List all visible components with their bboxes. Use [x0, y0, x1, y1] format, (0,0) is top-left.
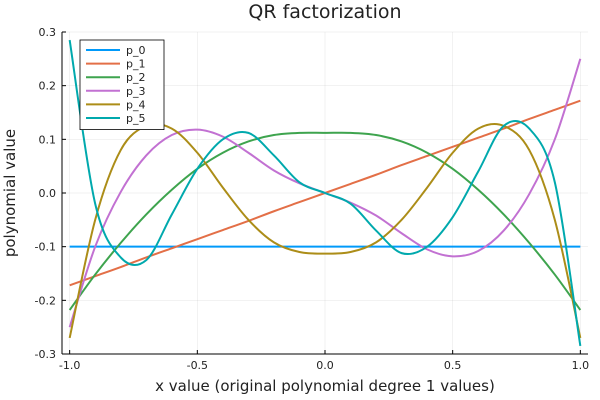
y-tick-label: -0.1 — [35, 241, 56, 254]
series-line-p-2 — [68, 131, 582, 311]
y-tick-label: 0.2 — [39, 80, 57, 93]
ticks: -1.0 -0.5 0.0 0.5 1.0 -0.3 -0.2 -0.1 0.0 0.1 0.2 0.… — [35, 26, 590, 372]
y-tick-label: -0.3 — [35, 348, 56, 361]
legend-label: p_1 — [126, 58, 145, 71]
x-tick-label: 0.0 — [316, 359, 334, 372]
legend-box — [79, 39, 165, 130]
legend-label: p_3 — [126, 85, 145, 98]
legend: p_0p_1p_2p_3p_4p_5 — [79, 39, 165, 130]
y-axis-label: polynomial value — [1, 129, 19, 257]
axes — [61, 32, 588, 355]
legend-label: p_0 — [126, 44, 145, 57]
y-tick-label: 0.1 — [39, 133, 57, 146]
legend-label: p_4 — [126, 98, 145, 111]
chart-title: QR factorization — [248, 1, 401, 23]
legend-label: p_5 — [126, 112, 145, 125]
x-tick-label: 0.5 — [444, 359, 462, 372]
series-group — [68, 39, 582, 347]
y-tick-label: 0.0 — [39, 187, 57, 200]
y-tick-label: 0.3 — [39, 26, 57, 39]
x-tick-label: -1.0 — [59, 359, 80, 372]
legend-label: p_2 — [126, 71, 145, 84]
x-tick-label: 1.0 — [572, 359, 590, 372]
x-tick-label: -0.5 — [187, 359, 208, 372]
x-axis-label: x value (original polynomial degree 1 va… — [155, 377, 495, 395]
y-tick-label: -0.2 — [35, 294, 56, 307]
series-line-p-5 — [68, 39, 582, 347]
